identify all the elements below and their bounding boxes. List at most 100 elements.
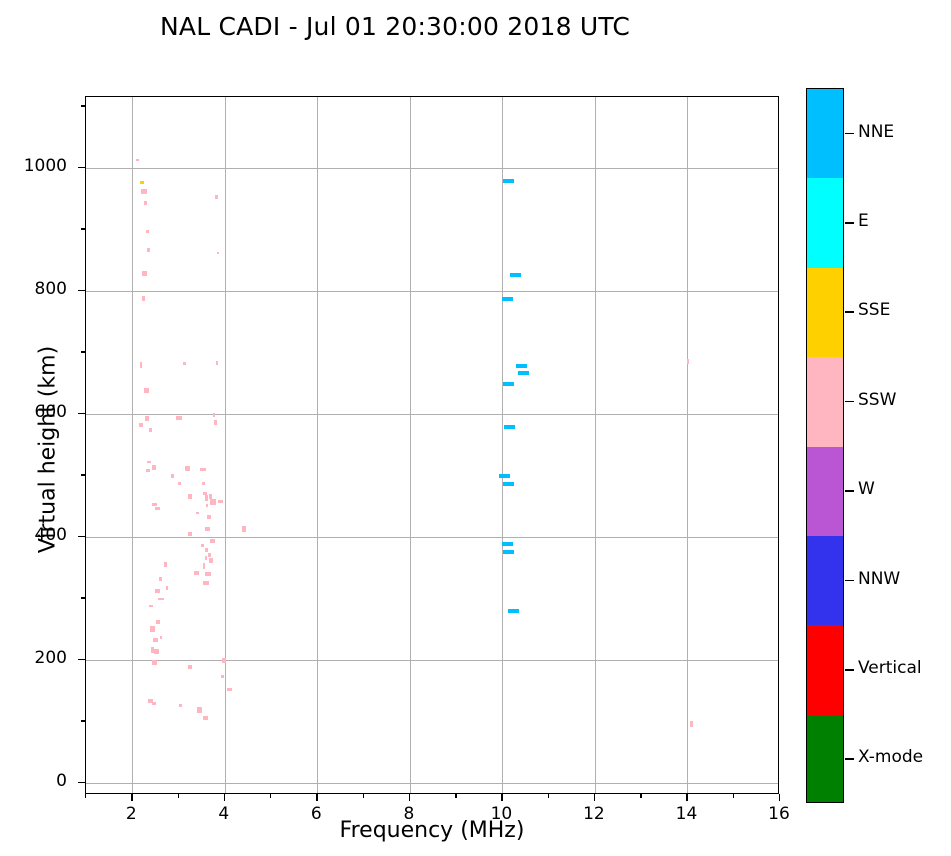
data-point <box>687 359 689 364</box>
data-point <box>152 503 157 506</box>
data-point <box>205 527 210 531</box>
gridline-horizontal <box>86 537 778 538</box>
plot-area[interactable] <box>85 96 779 794</box>
colorbar-tick <box>845 669 854 671</box>
data-point <box>144 388 149 393</box>
data-point <box>142 296 145 301</box>
colorbar[interactable] <box>806 88 844 803</box>
data-point <box>203 563 205 569</box>
y-axis-tick <box>78 167 85 168</box>
data-point <box>502 297 513 301</box>
data-point <box>205 495 208 501</box>
data-point <box>152 702 156 705</box>
colorbar-segment-nnw[interactable] <box>807 536 843 625</box>
data-point <box>158 598 164 600</box>
data-point <box>503 482 514 486</box>
data-point <box>516 364 527 368</box>
data-point <box>141 189 147 194</box>
colorbar-label-nnw: NNW <box>858 569 900 589</box>
x-axis-tick <box>779 794 780 801</box>
data-point <box>176 416 182 420</box>
data-point <box>503 382 514 386</box>
x-axis-minor-tick <box>363 794 364 798</box>
gridline-horizontal <box>86 414 778 415</box>
data-point <box>504 425 515 429</box>
y-axis-tick <box>78 659 85 660</box>
data-point <box>140 362 142 368</box>
data-point <box>213 413 215 417</box>
colorbar-segment-e[interactable] <box>807 178 843 267</box>
data-point <box>140 181 144 184</box>
data-point <box>145 416 149 421</box>
data-point <box>136 159 139 161</box>
y-axis-label: Virtual height (km) <box>36 250 61 650</box>
colorbar-tick <box>845 580 854 582</box>
data-point <box>202 482 205 485</box>
data-point <box>242 526 246 532</box>
colorbar-tick <box>845 401 854 403</box>
data-point <box>183 362 186 365</box>
ionogram-figure: NAL CADI - Jul 01 20:30:00 2018 UTC 2468… <box>0 0 951 856</box>
y-axis-minor-tick <box>81 228 85 229</box>
data-point <box>154 649 159 654</box>
x-axis-tick <box>131 794 132 801</box>
data-point <box>203 716 208 720</box>
colorbar-label-e: E <box>858 211 869 231</box>
data-point <box>159 577 162 581</box>
y-axis-minor-tick <box>81 351 85 352</box>
data-point <box>153 638 158 642</box>
data-point <box>201 544 204 547</box>
colorbar-label-ssw: SSW <box>858 390 896 410</box>
colorbar-segment-x-mode[interactable] <box>807 715 843 803</box>
data-point <box>227 688 232 691</box>
colorbar-segment-vertical[interactable] <box>807 625 843 714</box>
x-axis-tick <box>501 794 502 801</box>
data-point <box>205 572 211 576</box>
y-axis-tick <box>78 536 85 537</box>
colorbar-tick <box>845 133 854 135</box>
data-point <box>152 660 157 665</box>
colorbar-tick <box>845 490 854 492</box>
colorbar-segment-sse[interactable] <box>807 268 843 357</box>
gridline-horizontal <box>86 291 778 292</box>
data-point <box>503 179 514 183</box>
x-axis-minor-tick <box>85 794 86 798</box>
data-point <box>209 558 213 563</box>
gridline-vertical <box>225 97 226 793</box>
data-point <box>178 482 181 485</box>
data-point <box>155 507 160 510</box>
x-axis-minor-tick <box>178 794 179 798</box>
gridline-vertical <box>410 97 411 793</box>
y-axis-tick-label: 200 <box>7 648 67 668</box>
x-axis-minor-tick <box>455 794 456 798</box>
data-point <box>179 704 182 707</box>
colorbar-label-vertical: Vertical <box>858 658 922 678</box>
gridline-vertical <box>502 97 503 793</box>
data-point <box>139 423 143 427</box>
gridline-horizontal <box>86 783 778 784</box>
colorbar-segment-w[interactable] <box>807 447 843 536</box>
gridline-horizontal <box>86 168 778 169</box>
data-point <box>502 542 513 546</box>
data-point <box>166 586 168 590</box>
data-point <box>222 658 226 663</box>
data-point <box>185 466 190 471</box>
y-axis-minor-tick <box>81 105 85 106</box>
data-point <box>205 548 208 552</box>
y-axis-minor-tick <box>81 597 85 598</box>
page-title: NAL CADI - Jul 01 20:30:00 2018 UTC <box>0 12 790 41</box>
colorbar-segment-ssw[interactable] <box>807 357 843 446</box>
data-point <box>150 626 155 632</box>
colorbar-tick <box>845 758 854 760</box>
colorbar-segment-nne[interactable] <box>807 89 843 178</box>
data-point <box>188 532 192 536</box>
data-point <box>508 609 519 613</box>
data-point <box>210 539 215 543</box>
x-axis-tick <box>409 794 410 801</box>
y-axis-minor-tick <box>81 720 85 721</box>
data-point <box>209 494 212 499</box>
data-point <box>510 273 521 277</box>
colorbar-label-x-mode: X-mode <box>858 747 923 767</box>
x-axis-minor-tick <box>640 794 641 798</box>
data-point <box>206 504 208 507</box>
